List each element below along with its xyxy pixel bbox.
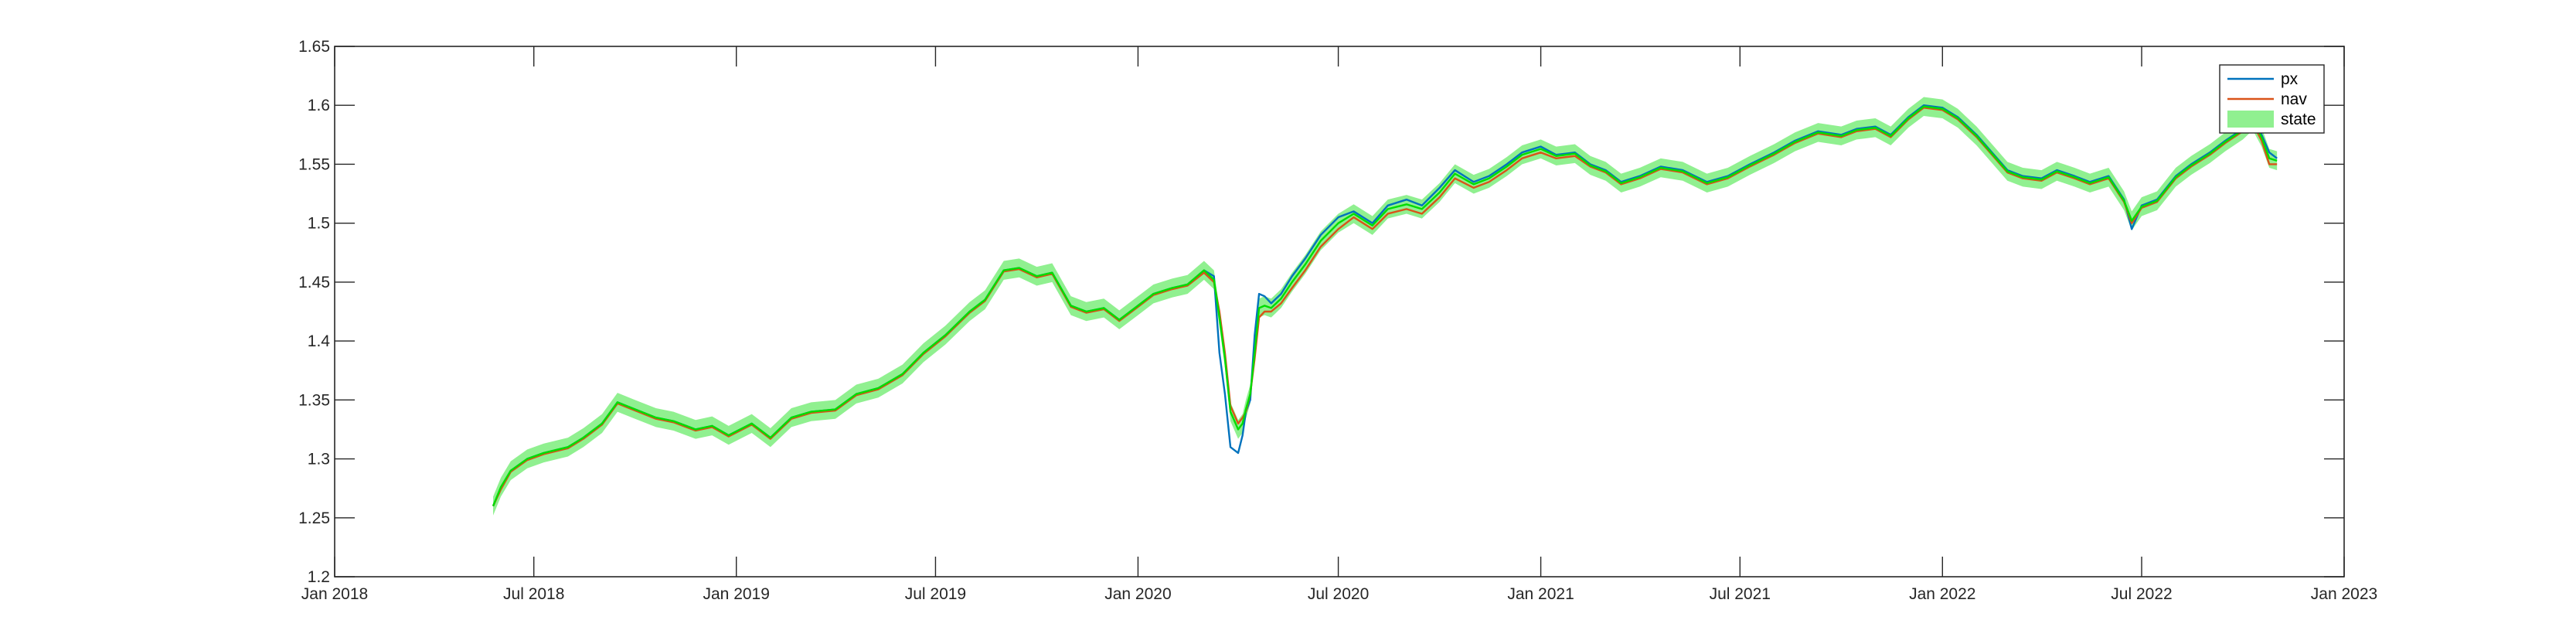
x-tick-label: Jan 2019 [703,585,770,603]
series-state-line [492,105,2278,506]
x-tick-label: Jul 2018 [503,585,564,603]
y-tick-label: 1.65 [298,38,330,56]
legend-nav-label: nav [2281,90,2307,108]
y-tick-label: 1.25 [298,509,330,527]
x-tick-label: Jul 2019 [905,585,966,603]
legend-state-label: state [2281,111,2316,128]
x-axis: Jan 2018 Jul 2018 Jan 2019 Jul 2019 Jan 2020… [301,46,2377,603]
y-tick-label: 1.5 [308,215,330,233]
x-tick-label: Jan 2023 [2311,585,2377,603]
x-tick-label: Jul 2020 [1308,585,1369,603]
y-tick-label: 1.35 [298,391,330,409]
x-tick-label: Jan 2018 [301,585,368,603]
legend: px nav state [2219,64,2325,134]
y-tick-label: 1.3 [308,451,330,469]
series-lines-layer [492,104,2278,507]
y-tick-label: 1.2 [308,568,330,586]
y-axis: 1.2 1.25 1.3 1.35 1.4 1.45 1.5 1.55 1.6 1.65 [298,38,2344,586]
axes-background [335,46,2344,577]
x-tick-label: Jan 2021 [1507,585,1574,603]
y-tick-label: 1.4 [308,332,331,350]
y-tick-label: 1.55 [298,155,330,173]
y-tick-label: 1.6 [308,97,330,114]
series-nav-line [492,107,2278,507]
y-tick-label: 1.45 [298,274,330,291]
x-tick-label: Jan 2022 [1909,585,1975,603]
legend-px-label: px [2281,70,2299,88]
legend-state-swatch [2227,111,2274,128]
x-tick-label: Jul 2022 [2111,585,2172,603]
axes-box [334,46,2345,578]
x-tick-label: Jul 2021 [1710,585,1771,603]
x-tick-label: Jan 2020 [1104,585,1171,603]
